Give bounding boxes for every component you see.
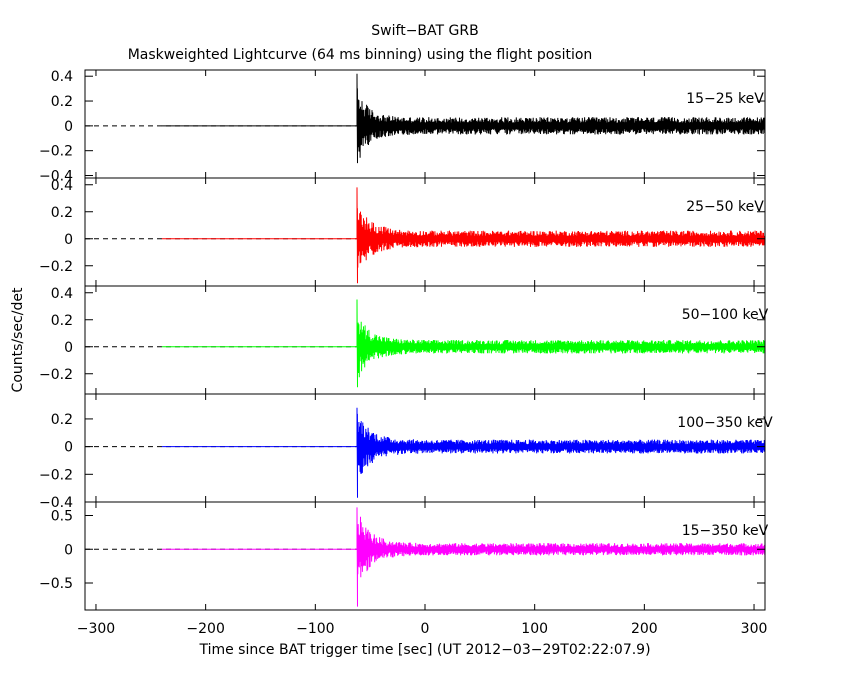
chart-subtitle: Maskweighted Lightcurve (64 ms binning) … — [128, 47, 593, 63]
y-tick-label: −0.4 — [39, 169, 73, 185]
band-label: 100−350 keV — [677, 415, 773, 431]
y-tick-label: 0 — [64, 440, 73, 456]
x-axis: −300 −200 −100 0 100 200 300 — [77, 621, 768, 637]
panel-2: −0.2 0 0.2 0.4 25−50 keV — [39, 177, 766, 287]
y-tick-label: 0.2 — [51, 94, 73, 110]
x-tick-label: −100 — [296, 621, 334, 637]
panel-frame — [84, 285, 766, 395]
chart-title: Swift−BAT GRB — [371, 23, 478, 39]
panels-group: −0.4 −0.2 0 0.2 0.4 15−25 keV −0.2 0 0.2 0.4 25−50… — [39, 69, 773, 611]
band-label: 50−100 keV — [682, 307, 769, 323]
x-tick-label: 200 — [631, 621, 658, 637]
y-tick-label: 0.4 — [51, 178, 73, 194]
x-tick-label: 300 — [741, 621, 768, 637]
x-tick-label: −300 — [77, 621, 115, 637]
y-tick-label: 0 — [64, 340, 73, 356]
y-tick-label: 0 — [64, 542, 73, 558]
x-axis-label: Time since BAT trigger time [sec] (UT 20… — [198, 642, 650, 658]
series-line — [161, 187, 766, 284]
y-tick-label: 0.2 — [51, 412, 73, 428]
band-label: 25−50 keV — [686, 199, 764, 215]
panel-4: −0.4 −0.2 0 0.2 100−350 keV — [39, 393, 773, 511]
y-tick-label: 0.2 — [51, 313, 73, 329]
band-label: 15−350 keV — [682, 523, 769, 539]
y-tick-label: 0.4 — [51, 286, 73, 302]
series-line — [161, 507, 766, 607]
x-tick-label: 100 — [521, 621, 548, 637]
panel-frame — [84, 501, 766, 611]
series-line — [161, 407, 766, 498]
panel-5: −0.5 0 0.5 15−350 keV — [39, 501, 769, 611]
y-tick-label: −0.4 — [39, 495, 73, 511]
y-tick-label: 0.5 — [51, 509, 73, 525]
y-tick-label: −0.2 — [39, 367, 73, 383]
y-tick-label: 0 — [64, 232, 73, 248]
y-tick-label: 0.2 — [51, 205, 73, 221]
series-line — [161, 73, 766, 164]
y-tick-label: 0.4 — [51, 69, 73, 85]
x-tick-label: 0 — [421, 621, 430, 637]
y-tick-label: 0 — [64, 119, 73, 135]
panel-3: −0.2 0 0.2 0.4 50−100 keV — [39, 285, 769, 395]
band-label: 15−25 keV — [686, 91, 764, 107]
series-line — [161, 299, 766, 388]
x-tick-label: −200 — [186, 621, 224, 637]
y-tick-label: −0.2 — [39, 144, 73, 160]
panel-1: −0.4 −0.2 0 0.2 0.4 15−25 keV — [39, 69, 766, 185]
y-tick-label: −0.2 — [39, 259, 73, 275]
y-axis-label: Counts/sec/det — [10, 287, 26, 392]
y-tick-label: −0.5 — [39, 576, 73, 592]
y-tick-label: −0.2 — [39, 467, 73, 483]
